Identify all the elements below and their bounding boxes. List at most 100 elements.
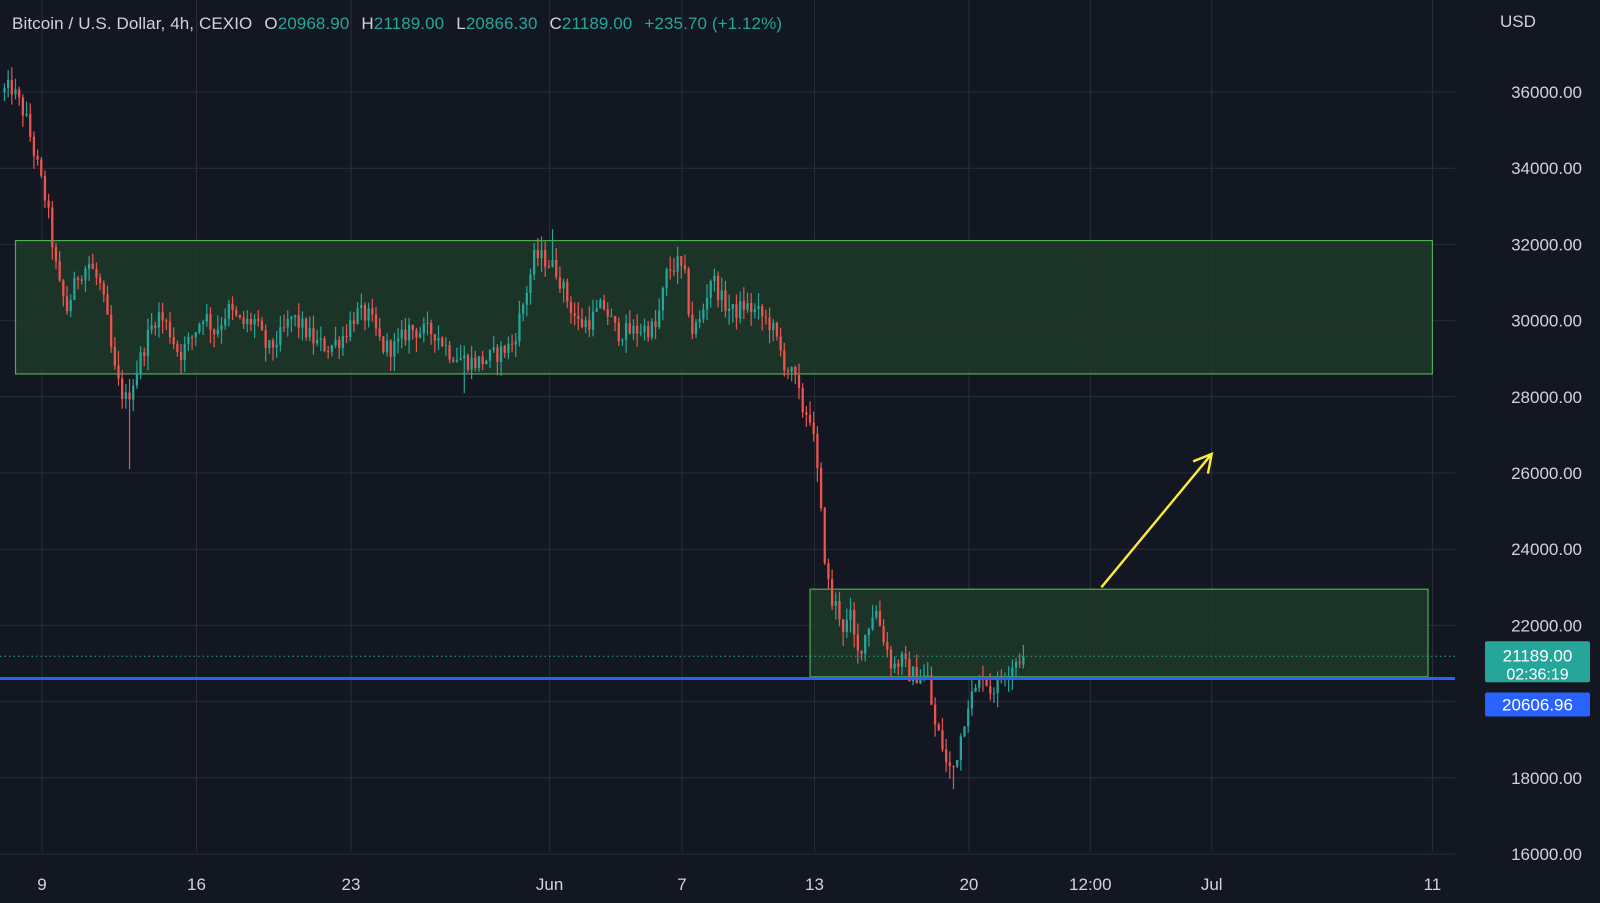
candle-body — [253, 318, 256, 325]
candle-body — [853, 609, 856, 635]
symbol-title[interactable]: Bitcoin / U.S. Dollar, 4h, CEXIO — [12, 14, 253, 33]
candle-body — [411, 325, 414, 330]
candle-body — [933, 704, 937, 725]
candle-body — [396, 338, 400, 342]
candle-body — [201, 321, 205, 324]
candle-body — [268, 340, 271, 348]
candle-body — [139, 352, 142, 373]
candle-body — [757, 306, 760, 309]
candle-body — [808, 414, 812, 423]
last-price-label: 21189.00 — [1503, 646, 1573, 665]
candle-body — [433, 334, 436, 341]
candle-body — [352, 320, 356, 325]
candle-body — [702, 309, 705, 320]
high-value: 21189.00 — [373, 14, 445, 33]
candle-body — [227, 303, 230, 319]
candle-body — [345, 335, 348, 337]
candle-body — [452, 359, 455, 362]
candle-body — [860, 650, 863, 654]
candle-body — [422, 323, 425, 334]
candle-body — [566, 281, 569, 302]
upper-resistance-zone[interactable] — [14, 239, 1434, 375]
currency-label[interactable]: USD — [1500, 12, 1536, 31]
candle-body — [632, 325, 635, 334]
candle-body — [897, 663, 900, 667]
candle-body — [856, 634, 859, 651]
candle-body — [275, 344, 278, 348]
lower-demand-zone[interactable] — [809, 588, 1429, 678]
candle-body — [742, 301, 745, 310]
x-tick-label: 9 — [37, 875, 46, 894]
trend-arrow[interactable] — [1100, 453, 1213, 589]
candle-body — [330, 345, 333, 352]
candle-body — [529, 274, 532, 293]
candle-body — [588, 320, 591, 330]
candle-body — [518, 313, 521, 342]
candle-body — [95, 268, 98, 278]
candle-body — [672, 270, 676, 272]
candle-body — [772, 322, 775, 331]
candle-body — [709, 281, 712, 298]
candle-body — [819, 467, 823, 509]
x-tick-label: Jul — [1201, 875, 1223, 894]
candle-body — [823, 508, 826, 564]
x-tick-label: Jun — [536, 875, 563, 894]
candle-body — [29, 113, 32, 137]
x-tick-label: 16 — [187, 875, 206, 894]
support-price-tag — [1485, 692, 1590, 717]
trend-arrow-layer[interactable] — [1100, 452, 1214, 589]
candle-body — [293, 315, 297, 317]
candle-body — [919, 678, 922, 684]
high-label: H — [361, 14, 374, 33]
candle-body — [915, 666, 918, 684]
candle-body — [878, 610, 882, 627]
candle-body — [540, 250, 543, 259]
candle-body — [665, 269, 668, 288]
candle-body — [315, 339, 319, 344]
y-tick-label: 30000.00 — [1511, 312, 1582, 331]
candle-body — [908, 658, 911, 682]
y-tick-label: 26000.00 — [1511, 464, 1582, 483]
candle-body — [783, 350, 786, 371]
candle-body — [834, 601, 837, 606]
candle-body — [224, 318, 227, 326]
candle-body — [312, 328, 315, 344]
candle-body — [694, 322, 698, 334]
candle-body — [739, 301, 742, 319]
candle-body — [926, 675, 929, 677]
candle-body — [257, 318, 260, 321]
candle-body — [595, 308, 598, 312]
candle-body — [3, 87, 6, 92]
candle-body — [231, 303, 234, 310]
last-price-tag — [1485, 641, 1590, 683]
candle-body — [426, 322, 429, 324]
grid-lines — [0, 0, 1455, 855]
x-tick-label: 12:00 — [1069, 875, 1112, 894]
candle-body — [746, 303, 749, 310]
candle-body — [363, 305, 367, 321]
candle-body — [753, 308, 757, 313]
candle-body — [187, 336, 190, 344]
candle-body — [801, 388, 804, 413]
candle-body — [279, 327, 282, 345]
candle-body — [761, 306, 764, 317]
candle-body — [959, 736, 962, 761]
candle-body — [661, 287, 665, 311]
y-tick-label: 36000.00 — [1511, 83, 1582, 102]
candle-body — [488, 350, 492, 361]
candle-body — [154, 325, 157, 328]
candle-body — [867, 629, 871, 636]
candle-body — [356, 308, 359, 325]
candle-body — [341, 335, 345, 348]
candle-body — [507, 343, 510, 353]
candle-body — [952, 765, 955, 767]
zones-layer[interactable] — [14, 239, 1434, 678]
candle-body — [235, 309, 238, 315]
candle-body — [209, 314, 212, 330]
candle-body — [205, 314, 208, 322]
candle-body — [911, 666, 915, 682]
candle-body — [727, 308, 731, 311]
candle-body — [260, 320, 264, 331]
candle-body — [812, 422, 815, 434]
